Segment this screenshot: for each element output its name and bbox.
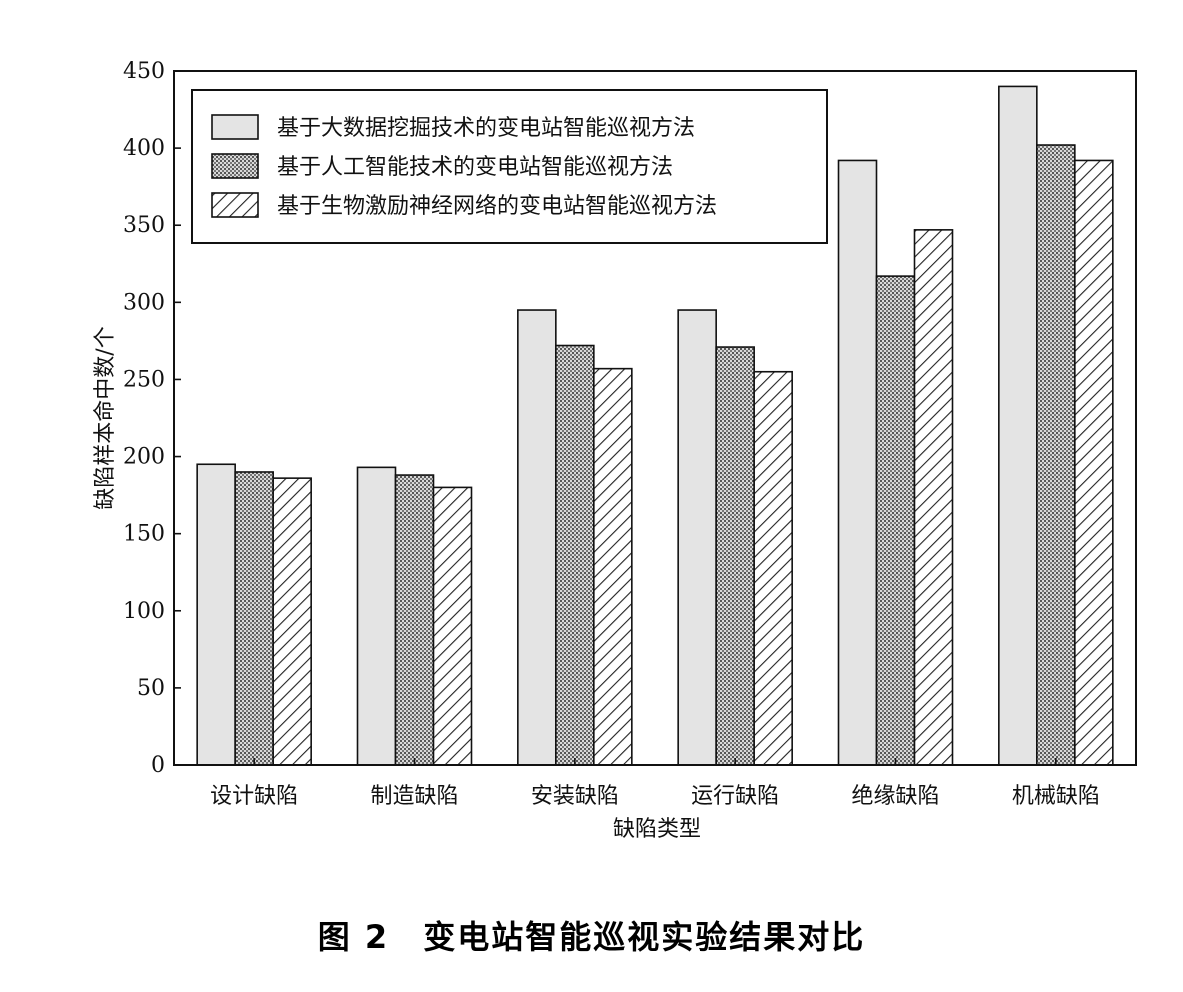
bar-s3-c5 xyxy=(913,229,954,766)
legend-swatch-3 xyxy=(211,192,259,218)
x-tick-label-1: 制造缺陷 xyxy=(370,784,458,809)
x-axis-label: 缺陷类型 xyxy=(613,817,701,842)
y-tick-label-1: 50 xyxy=(137,676,165,701)
bar-s2-c6 xyxy=(1036,144,1076,766)
x-tick-label-3: 运行缺陷 xyxy=(691,784,779,809)
legend-box xyxy=(191,89,828,244)
x-tick-label-2: 安装缺陷 xyxy=(531,784,619,809)
legend-swatch-1 xyxy=(211,114,259,140)
y-tick-label-0: 0 xyxy=(151,753,165,778)
y-tick-label-2: 100 xyxy=(123,599,165,624)
axes-layer: 0 50 100 150 200 250 300 350 400 450 设计缺陷 制造缺陷 安装缺陷 运… xyxy=(93,59,1137,842)
bar-s3-c6 xyxy=(1074,159,1114,766)
bars-layer xyxy=(196,85,1114,766)
bar-s1-c3 xyxy=(517,309,557,766)
bar-s2-c3 xyxy=(555,344,595,766)
legend-label-3: 基于生物激励神经网络的变电站智能巡视方法 xyxy=(277,194,717,219)
bar-s1-c2 xyxy=(356,466,397,766)
figure-caption: 图 2 变电站智能巡视实验结果对比 xyxy=(317,918,866,956)
legend-label-1: 基于大数据挖掘技术的变电站智能巡视方法 xyxy=(277,116,695,141)
y-tick-label-4: 200 xyxy=(123,445,165,470)
bar-s2-c1 xyxy=(234,471,274,766)
x-tick-label-0: 设计缺陷 xyxy=(210,784,298,809)
y-axis-label: 缺陷样本命中数/个 xyxy=(93,326,118,509)
legend-label-2: 基于人工智能技术的变电站智能巡视方法 xyxy=(277,155,673,180)
bar-s3-c4 xyxy=(753,370,793,766)
bar-chart: 0 50 100 150 200 250 300 350 400 450 设计缺陷 制造缺陷 安装缺陷 运… xyxy=(93,59,1137,842)
y-tick-label-6: 300 xyxy=(123,290,165,315)
bar-s1-c1 xyxy=(196,463,236,766)
bar-s2-c2 xyxy=(394,474,435,766)
bar-s1-c6 xyxy=(998,85,1038,766)
y-tick-label-9: 450 xyxy=(123,59,165,84)
bar-s3-c3 xyxy=(593,367,633,766)
bar-s3-c1 xyxy=(272,477,312,766)
plot-frame xyxy=(173,70,1137,766)
x-tick-label-5: 机械缺陷 xyxy=(1012,784,1100,809)
bar-s1-c5 xyxy=(837,159,878,766)
bar-s3-c2 xyxy=(432,486,473,766)
y-tick-label-5: 250 xyxy=(123,367,165,392)
bar-s2-c5 xyxy=(875,275,916,766)
x-tick-label-4: 绝缘缺陷 xyxy=(851,784,939,809)
legend-swatch-2 xyxy=(211,153,259,179)
y-tick-label-7: 350 xyxy=(123,213,165,238)
y-tick-label-8: 400 xyxy=(123,136,165,161)
legend: 基于大数据挖掘技术的变电站智能巡视方法基于人工智能技术的变电站智能巡视方法基于生… xyxy=(191,89,828,244)
bar-s1-c4 xyxy=(677,309,717,766)
y-tick-label-3: 150 xyxy=(123,522,165,547)
bar-s2-c4 xyxy=(715,346,755,766)
